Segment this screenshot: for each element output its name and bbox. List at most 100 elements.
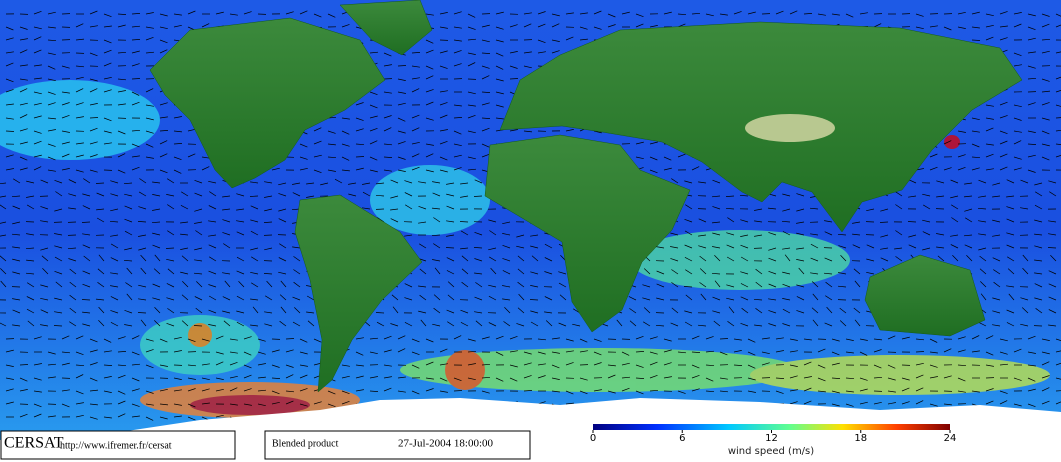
wind-arrow <box>495 78 504 82</box>
wind-arrow <box>41 255 49 262</box>
wind-arrow <box>140 267 147 275</box>
wind-arrow <box>266 280 273 288</box>
wind-arrow <box>348 193 357 197</box>
wind-arrow <box>82 323 91 327</box>
wind-arrow <box>236 295 245 301</box>
wind-arrow <box>341 400 350 405</box>
wind-arrow <box>551 13 560 17</box>
wind-arrow <box>103 338 112 343</box>
wind-arrow <box>971 117 980 121</box>
wind-arrow <box>252 306 259 314</box>
wind-arrow <box>551 390 560 393</box>
wind-arrow <box>845 377 855 380</box>
wind-arrow <box>712 310 721 314</box>
wind-arrow <box>431 234 441 237</box>
wind-arrow <box>75 154 84 158</box>
wind-arrow <box>117 153 126 158</box>
wind-arrow <box>979 255 987 262</box>
wind-arrow <box>509 129 518 132</box>
wind-arrow <box>54 179 63 184</box>
wind-arrow <box>467 156 476 160</box>
wind-arrow <box>643 321 651 327</box>
wind-arrow <box>825 281 833 288</box>
wind-arrow <box>19 377 28 382</box>
wind-arrow <box>915 374 924 379</box>
wind-arrow <box>656 297 665 301</box>
wind-arrow <box>593 351 602 356</box>
wind-arrow <box>124 324 133 327</box>
wind-arrow <box>817 348 826 353</box>
wind-arrow <box>475 320 483 327</box>
wind-arrow <box>140 319 147 327</box>
wind-arrow <box>642 297 651 301</box>
wind-arrow <box>0 322 7 327</box>
wind-arrow <box>173 130 183 133</box>
wind-arrow <box>159 338 168 343</box>
wind-arrow <box>572 323 581 327</box>
wind-arrow <box>908 195 917 198</box>
wind-arrow <box>796 296 805 301</box>
wind-arrow <box>1027 351 1036 354</box>
wind-arrow <box>152 194 161 197</box>
wind-arrow <box>502 298 511 301</box>
wind-arrow <box>215 335 224 340</box>
wind-arrow <box>467 363 476 366</box>
wind-arrow <box>167 308 175 314</box>
wind-arrow <box>137 221 147 223</box>
wind-arrow <box>285 400 294 405</box>
wind-arrow <box>481 91 491 93</box>
wind-arrow <box>467 114 476 119</box>
wind-arrow <box>698 218 707 223</box>
wind-arrow <box>985 24 994 28</box>
wind-arrow <box>880 208 889 212</box>
wind-arrow <box>999 37 1008 41</box>
wind-arrow <box>369 115 378 119</box>
wind-arrow <box>782 208 791 212</box>
wind-arrow <box>649 389 659 392</box>
wind-arrow <box>19 413 28 418</box>
wind-arrow <box>145 349 154 353</box>
wind-arrow <box>481 52 491 54</box>
wind-arrow <box>980 293 987 301</box>
wind-arrow <box>705 377 714 382</box>
wind-arrow <box>859 401 868 405</box>
wind-arrow <box>739 194 749 197</box>
wind-arrow <box>145 104 154 107</box>
wind-arrow <box>355 167 364 171</box>
wind-arrow <box>957 390 966 393</box>
wind-arrow <box>299 143 308 148</box>
wind-arrow <box>768 323 777 327</box>
wind-arrow <box>495 65 504 70</box>
wind-arrow <box>1034 283 1043 288</box>
wind-arrow <box>439 348 448 353</box>
wind-arrow <box>768 310 777 314</box>
wind-arrow <box>439 390 448 393</box>
wind-arrow <box>75 364 85 367</box>
wind-arrow <box>165 247 175 249</box>
wind-arrow <box>250 247 259 251</box>
wind-arrow <box>81 299 91 301</box>
wind-arrow <box>285 349 294 353</box>
wind-arrow <box>187 377 196 380</box>
wind-arrow <box>782 323 791 327</box>
wind-arrow <box>551 337 560 340</box>
wind-arrow <box>145 403 154 406</box>
wind-arrow <box>98 320 105 327</box>
wind-arrow <box>124 218 133 223</box>
wind-arrow <box>19 64 28 67</box>
wind-arrow <box>89 169 98 173</box>
wind-arrow <box>152 297 161 301</box>
wind-arrow <box>852 244 861 249</box>
wind-arrow <box>845 403 854 407</box>
wind-arrow <box>1041 117 1050 121</box>
wind-arrow <box>418 205 427 210</box>
wind-arrow <box>180 247 189 250</box>
wind-arrow <box>193 272 203 275</box>
wind-arrow <box>97 268 105 275</box>
wind-arrow <box>1048 233 1057 236</box>
wind-arrow <box>299 167 308 171</box>
wind-arrow <box>12 258 21 262</box>
wind-arrow <box>965 217 973 223</box>
wind-arrow <box>250 230 259 236</box>
wind-arrow <box>180 221 189 224</box>
